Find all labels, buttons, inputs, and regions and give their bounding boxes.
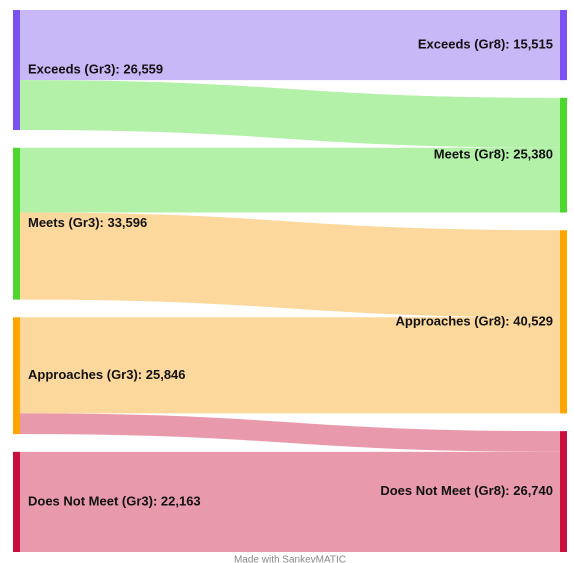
node-label: Does Not Meet (Gr8): 26,740 [380,483,553,498]
node-label: Exceeds (Gr3): 26,559 [28,61,163,76]
node-label: Approaches (Gr8): 40,529 [395,313,553,328]
node-label: Meets (Gr8): 25,380 [434,147,553,162]
flow [20,10,560,81]
node [13,10,20,131]
flow [20,212,560,318]
node-label: Approaches (Gr3): 25,846 [28,367,186,382]
flow [20,317,560,414]
node [560,431,567,552]
node [560,97,567,213]
node-label: Does Not Meet (Gr3): 22,163 [28,493,201,508]
node [13,147,20,300]
flow [20,451,560,552]
node [560,230,567,414]
flow [20,147,560,213]
node [13,317,20,435]
node [13,451,20,552]
footer: Made with SankeyMATIC [234,555,346,563]
node [560,10,567,81]
node-label: Exceeds (Gr8): 15,515 [418,37,553,52]
flow [20,80,560,148]
flow [20,413,560,452]
node-label: Meets (Gr3): 33,596 [28,215,147,230]
